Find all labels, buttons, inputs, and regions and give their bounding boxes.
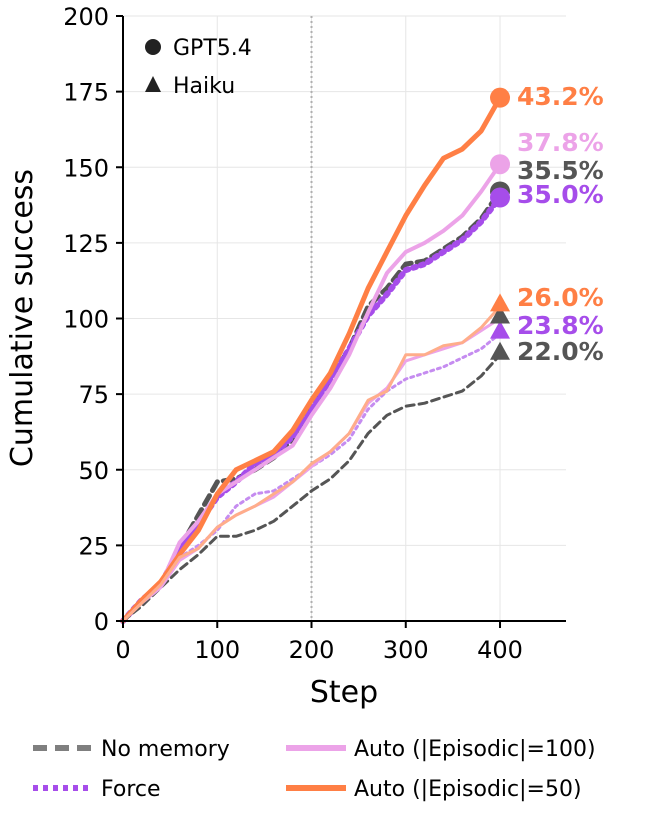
end-marker-haiku-no-memory bbox=[490, 341, 511, 360]
end-marker-haiku-force bbox=[490, 320, 511, 339]
end-label-gpt54-force: 35.0% bbox=[517, 180, 604, 209]
series-line-haiku-no-memory bbox=[121, 353, 502, 623]
end-markers: 35.5%35.0% 37.8% 43.2% 22.0%23.8%26.0% bbox=[490, 82, 604, 366]
y-axis-label: Cumulative success bbox=[5, 169, 40, 467]
x-tick-label: 300 bbox=[383, 636, 429, 664]
series-line-haiku-auto-50 bbox=[121, 304, 502, 623]
x-tick-label: 100 bbox=[194, 636, 240, 664]
x-tick-label: 200 bbox=[289, 636, 335, 664]
y-tick-label: 150 bbox=[63, 154, 109, 182]
line-legend: No memory Force Auto (|Episodic|=100) Auto … bbox=[33, 737, 596, 802]
y-tick-label: 0 bbox=[94, 608, 109, 636]
end-label-gpt54-no-memory: 35.5% bbox=[517, 156, 604, 185]
end-label-gpt54-auto-100: 37.8% bbox=[517, 128, 604, 157]
series-line-gpt54-auto-50 bbox=[120, 95, 503, 624]
y-tick-label: 75 bbox=[78, 381, 109, 409]
x-tick-label: 0 bbox=[115, 636, 130, 664]
x-axis-label: Step bbox=[310, 675, 378, 710]
legend-label-2: Auto (|Episodic|=100) bbox=[354, 737, 596, 762]
x-tick-label: 400 bbox=[477, 636, 523, 664]
legend-label-0: No memory bbox=[101, 737, 230, 762]
end-label-haiku-no-memory: 22.0% bbox=[517, 337, 604, 366]
y-tick-label: 50 bbox=[78, 457, 109, 485]
series-lines bbox=[120, 95, 503, 624]
model-legend-triangle-icon bbox=[145, 76, 161, 92]
end-label-haiku-force: 23.8% bbox=[517, 311, 604, 340]
series-line-haiku-auto-100 bbox=[121, 317, 502, 623]
legend-label-3: Auto (|Episodic|=50) bbox=[354, 777, 582, 802]
series-line-gpt54-force bbox=[120, 194, 503, 624]
y-tick-label: 100 bbox=[63, 306, 109, 334]
end-label-gpt54-auto-50: 43.2% bbox=[517, 82, 604, 111]
end-marker-gpt54-auto-50 bbox=[490, 87, 511, 108]
end-marker-haiku-auto-100 bbox=[490, 305, 511, 324]
series-line-gpt54-auto-100 bbox=[121, 162, 502, 623]
end-label-haiku-auto-50: 26.0% bbox=[517, 283, 604, 312]
y-tick-label: 125 bbox=[63, 230, 109, 258]
legend-label-1: Force bbox=[101, 777, 161, 802]
y-tick-label: 25 bbox=[78, 532, 109, 560]
end-marker-haiku-auto-50 bbox=[490, 293, 511, 312]
model-legend-circle-icon bbox=[145, 39, 161, 55]
model-legend: GPT5.4 Haiku bbox=[145, 36, 252, 99]
model-legend-label: Haiku bbox=[173, 74, 235, 99]
end-marker-gpt54-auto-100 bbox=[490, 154, 511, 175]
y-tick-label: 200 bbox=[63, 3, 109, 31]
y-tick-label: 175 bbox=[63, 79, 109, 107]
axes: 0 25 50 75 100 125 150 175 200 0 100 200 300 400 bbox=[63, 3, 566, 664]
end-marker-gpt54-force bbox=[490, 187, 511, 208]
model-legend-label: GPT5.4 bbox=[173, 36, 252, 61]
